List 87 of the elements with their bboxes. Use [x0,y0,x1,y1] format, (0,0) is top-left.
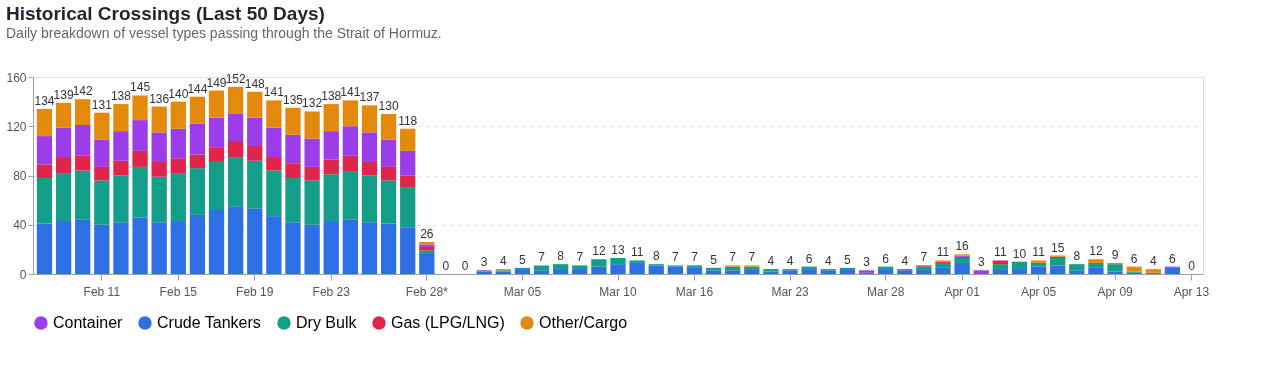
total-label: 136 [149,91,170,106]
y-tick-label: 160 [6,70,27,85]
total-label: 7 [920,250,928,265]
y-tick-label: 80 [13,169,27,183]
total-label: 4 [1149,254,1157,269]
total-label: 130 [378,98,399,113]
total-label: 141 [263,85,285,100]
total-label: 11 [630,245,644,260]
total-label: 131 [91,97,113,112]
total-label: 152 [225,71,246,86]
x-tick-label: Apr 09 [1097,284,1134,299]
total-label: 132 [302,96,323,111]
total-label: 13 [611,242,625,257]
total-label: 142 [72,84,94,99]
total-label: 5 [519,252,527,267]
total-label: 5 [844,252,852,267]
x-tick-label: Mar 16 [675,284,714,299]
total-label: 145 [130,80,151,95]
y-tick-label: 40 [13,218,27,233]
total-label: 149 [206,75,227,90]
total-label: 0 [461,259,469,273]
total-label: 144 [187,81,208,96]
total-label: 0 [442,259,450,273]
total-label: 137 [359,90,380,105]
total-label: 15 [1051,240,1065,255]
total-label: 7 [729,250,737,265]
total-label: 3 [863,255,871,270]
total-label: 7 [748,250,756,265]
x-tick-label: Apr 13 [1173,284,1210,299]
total-label: 4 [767,254,775,269]
legend-label: Container [53,314,124,331]
total-label: 12 [1089,244,1103,259]
total-label: 4 [901,254,909,269]
total-label: 7 [576,250,584,265]
y-tick-label: 120 [6,119,27,134]
total-label: 8 [652,249,660,264]
total-label: 4 [786,254,794,269]
total-label: 10 [1012,246,1027,261]
x-tick-label: Feb 28* [405,284,449,299]
x-tick-label: Apr 05 [1020,284,1057,299]
legend-label: Other/Cargo [539,314,628,331]
total-label: 141 [340,85,361,100]
x-tick-label: Feb 19 [236,284,274,299]
total-label: 7 [691,250,699,265]
chart-subtitle: Daily breakdown of vessel types passing through the Strait of Hormuz. [5,25,442,41]
total-label: 135 [282,92,304,107]
x-tick-label: Feb 11 [83,284,121,299]
total-label: 11 [1032,245,1046,260]
total-label: 7 [538,250,546,265]
total-label: 6 [1130,251,1138,266]
total-label: 0 [1188,259,1196,273]
total-label: 134 [34,94,55,109]
total-label: 118 [398,113,418,128]
total-label: 26 [420,226,434,241]
x-tick-label: Mar 23 [771,284,810,299]
total-label: 4 [824,254,832,269]
y-tick-label: 0 [19,267,27,282]
total-label: 138 [110,89,132,104]
x-tick-label: Mar 28 [866,284,905,299]
total-label: 139 [53,87,74,102]
total-label: 6 [805,251,813,266]
legend-label: Dry Bulk [296,314,358,331]
x-tick-label: Apr 01 [944,284,981,299]
total-label: 3 [977,255,985,270]
chart-title: Historical Crossings (Last 50 Days) [5,3,325,24]
total-label: 6 [882,251,890,266]
total-label: 9 [1111,247,1119,262]
total-label: 140 [168,86,189,101]
total-label: 8 [1073,249,1081,264]
total-label: 16 [955,239,970,254]
total-label: 12 [592,244,606,259]
x-tick-label: Mar 05 [503,284,542,299]
legend-label: Crude Tankers [157,314,261,331]
total-label: 5 [710,252,718,267]
total-label: 11 [936,245,950,260]
total-label: 11 [994,245,1007,260]
total-label: 4 [499,254,507,269]
x-tick-label: Mar 10 [599,284,637,299]
x-tick-label: Feb 15 [159,284,198,299]
legend-label: Gas (LPG/LNG) [391,314,505,331]
total-label: 8 [557,249,565,264]
total-label: 6 [1169,251,1177,266]
total-label: 7 [672,250,680,265]
x-tick-label: Feb 23 [312,284,351,299]
total-label: 138 [321,89,342,104]
total-label: 3 [480,255,488,270]
total-label: 148 [244,76,266,91]
